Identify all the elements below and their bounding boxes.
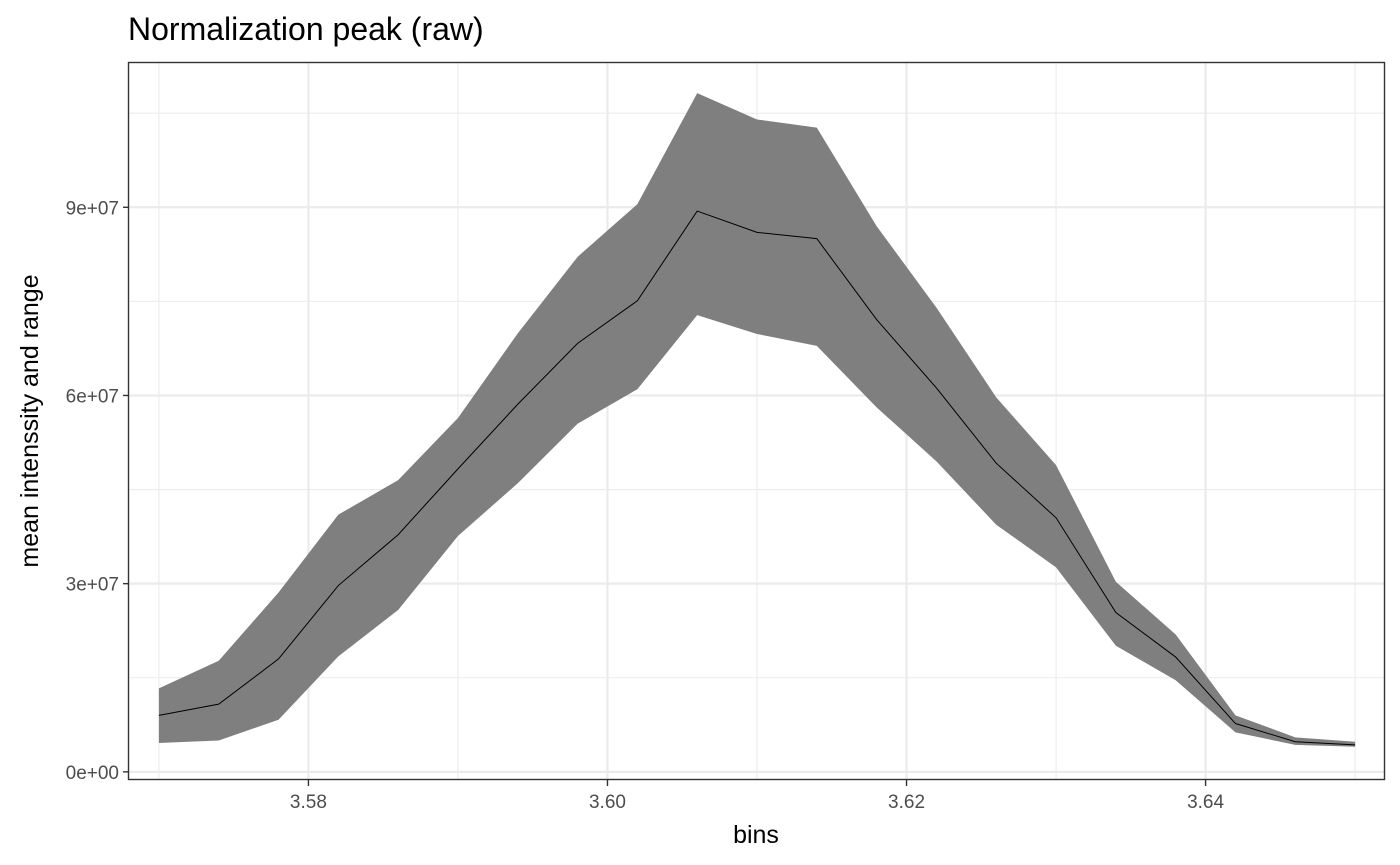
y-tick-label: 3e+07	[66, 575, 119, 596]
y-tick-label: 6e+07	[66, 386, 119, 407]
x-axis-title: bins	[733, 821, 779, 849]
y-tick-label: 0e+00	[66, 763, 119, 784]
x-tick-label: 3.58	[290, 792, 327, 813]
x-tick-label: 3.62	[888, 792, 925, 813]
mean-intensity-line	[158, 210, 1356, 746]
x-tick-label: 3.64	[1187, 792, 1224, 813]
y-axis-ticks: 0e+00 3e+07 6e+07 9e+07	[66, 198, 129, 784]
y-tick-label: 9e+07	[66, 198, 119, 219]
y-axis-title: mean intenssity and range	[16, 274, 44, 567]
plot-panel-border	[127, 61, 1386, 781]
range-ribbon	[158, 93, 1356, 747]
chart-title: Normalization peak (raw)	[128, 11, 484, 47]
x-tick-label: 3.60	[589, 792, 626, 813]
x-axis-ticks: 3.58 3.60 3.62 3.64	[290, 780, 1224, 813]
